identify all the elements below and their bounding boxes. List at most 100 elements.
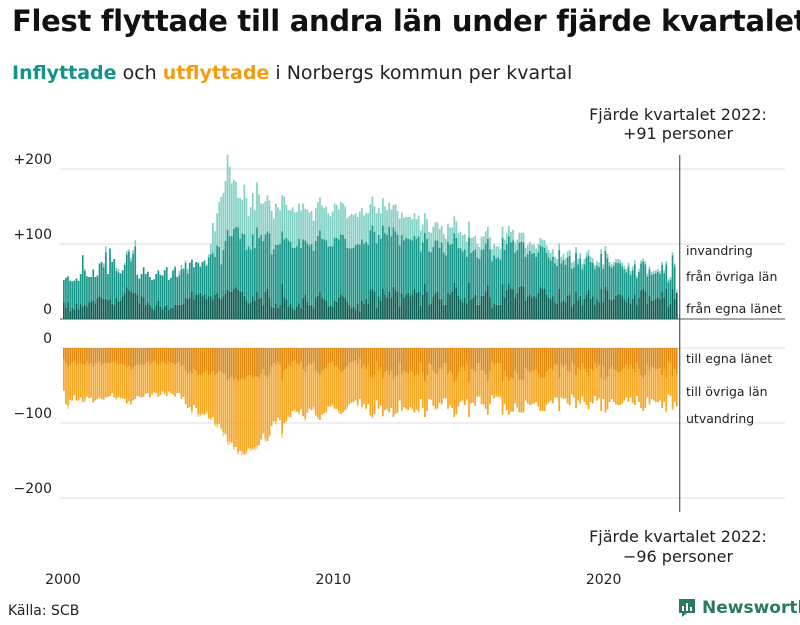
legend-in-label: från övriga län <box>686 269 777 284</box>
bar-out-egna <box>293 348 296 360</box>
bar-in-egna <box>283 297 286 319</box>
bar-in-inv <box>220 196 223 265</box>
bar-out-ovriga <box>165 364 168 396</box>
bar-out-egna <box>396 348 399 375</box>
bar-in-ovriga <box>298 238 300 304</box>
bar-in-inv <box>321 205 323 239</box>
bar-out-utv <box>417 411 420 413</box>
bar-out-egna <box>178 348 181 363</box>
bar-in-ovriga <box>474 249 477 295</box>
bar-in-egna <box>188 297 191 319</box>
bar-out-ovriga <box>417 375 420 411</box>
bar-out-ovriga <box>151 363 153 395</box>
bar-in-ovriga <box>644 264 647 292</box>
bar-out-ovriga <box>501 381 504 415</box>
bar-out-ovriga <box>249 375 252 449</box>
bar-in-egna <box>140 296 143 319</box>
bar-out-utv <box>228 441 231 445</box>
bar-out-ovriga <box>251 378 254 450</box>
bar-out-ovriga <box>348 363 351 405</box>
bar-out-ovriga <box>239 379 242 451</box>
bar-out-ovriga <box>440 369 443 405</box>
bar-in-egna <box>583 298 586 319</box>
bar-out-ovriga <box>434 373 437 409</box>
bar-out-egna <box>520 348 523 380</box>
bar-out-egna <box>631 348 634 369</box>
bar-out-ovriga <box>526 370 529 404</box>
bar-out-egna <box>642 348 645 378</box>
bar-out-egna <box>115 348 118 364</box>
bar-in-ovriga <box>197 262 200 295</box>
bar-in-ovriga <box>340 234 342 295</box>
bar-out-ovriga <box>377 370 380 409</box>
bar-out-egna <box>524 348 527 368</box>
bar-out-ovriga <box>291 361 294 411</box>
bar-out-ovriga <box>596 367 598 401</box>
bar-out-ovriga <box>528 372 531 405</box>
bar-in-egna <box>86 306 88 319</box>
bar-out-egna <box>468 348 470 383</box>
bar-out-ovriga <box>123 364 126 399</box>
bar-out-egna <box>522 348 525 380</box>
bar-in-egna <box>623 299 626 319</box>
bar-in-egna <box>319 291 321 319</box>
bar-out-egna <box>629 348 632 365</box>
bar-out-egna <box>285 348 288 369</box>
bar-out-ovriga <box>144 363 147 394</box>
bar-in-inv <box>212 223 214 253</box>
bar-in-ovriga <box>302 239 304 298</box>
bar-out-utv <box>264 438 267 442</box>
bar-out-ovriga <box>421 372 424 408</box>
bar-out-egna <box>537 348 540 374</box>
bar-out-egna <box>86 348 88 362</box>
bar-in-ovriga <box>237 227 239 290</box>
bar-out-egna <box>159 348 162 363</box>
bar-in-egna <box>102 298 105 319</box>
bar-in-ovriga <box>608 265 611 299</box>
bar-in-egna <box>312 308 315 319</box>
bar-in-inv <box>562 253 565 261</box>
bar-out-utv <box>356 405 359 407</box>
bar-out-ovriga <box>256 376 258 446</box>
bar-out-egna <box>516 348 519 374</box>
bar-in-inv <box>461 235 464 252</box>
bar-out-egna <box>455 348 458 380</box>
bar-in-inv <box>610 264 613 268</box>
bar-in-inv <box>361 208 363 240</box>
bar-in-inv <box>157 269 160 271</box>
bar-out-ovriga <box>283 370 286 423</box>
bar-in-ovriga <box>432 247 435 297</box>
bar-out-egna <box>275 348 277 365</box>
bar-out-egna <box>591 348 594 371</box>
bar-out-ovriga <box>419 363 422 399</box>
bar-out-egna <box>371 348 374 378</box>
bar-out-ovriga <box>295 363 298 412</box>
bar-in-ovriga <box>379 238 382 301</box>
bar-in-ovriga <box>79 274 82 304</box>
bar-out-egna <box>176 348 179 363</box>
bar-in-ovriga <box>669 280 672 304</box>
bar-out-ovriga <box>335 366 338 409</box>
bar-in-egna <box>566 295 569 319</box>
bar-out-ovriga <box>482 370 485 405</box>
bar-in-ovriga <box>392 227 395 287</box>
bar-out-egna <box>107 348 109 363</box>
bar-in-ovriga <box>648 269 651 296</box>
bar-out-egna <box>197 348 200 375</box>
bar-in-ovriga <box>245 250 248 301</box>
bar-out-utv <box>67 405 69 409</box>
bar-in-ovriga <box>363 244 365 304</box>
bar-out-ovriga <box>264 375 267 439</box>
bar-out-ovriga <box>260 373 263 440</box>
subtitle-inflyttade: Inflyttade <box>12 62 117 84</box>
bar-in-ovriga <box>344 238 346 298</box>
bar-in-ovriga <box>132 253 134 294</box>
bar-out-ovriga <box>279 364 281 420</box>
bar-out-ovriga <box>445 363 447 399</box>
bar-in-egna <box>224 293 227 319</box>
bar-in-inv <box>596 261 598 266</box>
bar-in-ovriga <box>436 240 439 292</box>
bar-in-egna <box>644 291 647 319</box>
bar-out-utv <box>220 428 223 430</box>
bar-in-ovriga <box>556 265 558 304</box>
